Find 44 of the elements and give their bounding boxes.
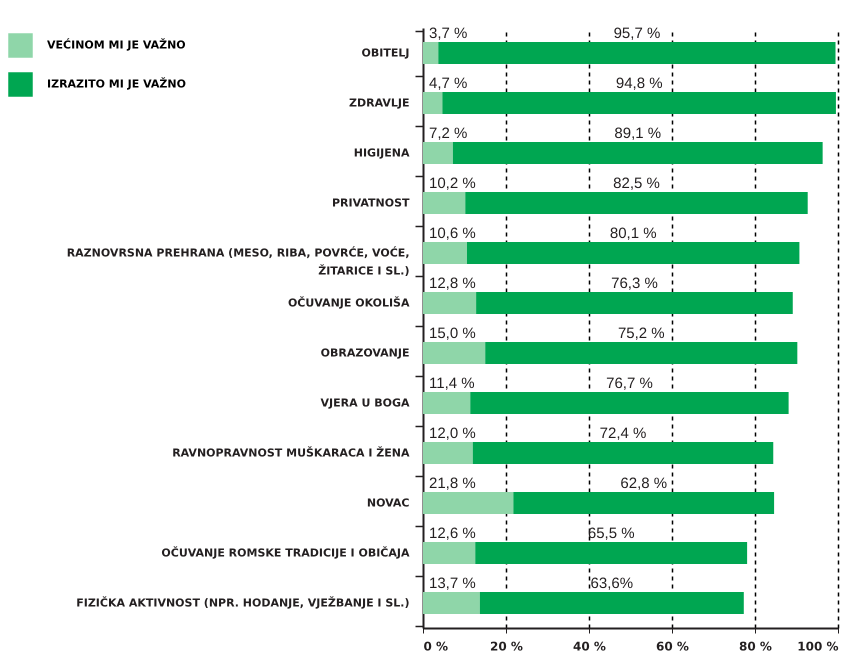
data-label: 72,4 %	[600, 425, 646, 442]
data-label: 89,1 %	[614, 125, 662, 142]
y-tick-label: OBRAZOVANJE	[320, 346, 410, 360]
data-label: 95,7 %	[614, 25, 660, 42]
data-label: 15,0 %	[429, 325, 476, 342]
y-tick-label: VJERA U BOGA	[320, 396, 410, 410]
x-tick-label: 0 %	[424, 640, 448, 654]
data-label: 12,6 %	[429, 525, 476, 542]
data-label: 76,3 %	[611, 275, 658, 292]
y-tick-label: HIGIJENA	[354, 146, 410, 160]
y-tick-label: PRIVATNOST	[332, 196, 410, 210]
data-label: 11,4 %	[429, 375, 475, 392]
data-label: 63,6%	[590, 575, 634, 592]
x-tick-label: 20 %	[490, 640, 523, 654]
y-tick-label: NOVAC	[366, 496, 410, 510]
y-tick-label: OBITELJ	[362, 46, 410, 60]
data-label: 82,5 %	[613, 175, 660, 192]
legend-label: IZRAZITO MI JE VAŽNO	[47, 76, 186, 90]
x-tick-label: 100 %	[797, 640, 838, 654]
data-label: 21,8 %	[429, 475, 476, 492]
y-tick-label: RAZNOVRSNA PREHRANA (MESO, RIBA, POVRĆE, VOĆE, ŽITARICE I SL.)	[66, 246, 410, 278]
data-label: 12,0 %	[429, 425, 476, 442]
data-label: 10,6 %	[429, 225, 476, 242]
data-label: 62,8 %	[620, 475, 668, 492]
data-label: 3,7 %	[429, 25, 468, 42]
data-label: 10,2 %	[429, 175, 476, 192]
data-label: 80,1 %	[610, 225, 657, 242]
y-tick-label: FIZIČKA AKTIVNOST (NPR. HODANJE, VJEŽBANJE I SL.)	[76, 596, 410, 610]
x-tick-label: 40 %	[573, 640, 606, 654]
y-tick-label: OČUVANJE ROMSKE TRADICIJE I OBIČAJA	[161, 546, 410, 560]
data-label: 12,8 %	[429, 275, 476, 292]
x-tick-label: 60 %	[656, 640, 689, 654]
data-label: 76,7 %	[606, 375, 653, 392]
data-label: 65,5 %	[588, 525, 635, 542]
data-label: 75,2 %	[618, 325, 665, 342]
x-tick-label: 80 %	[739, 640, 772, 654]
data-label: 4,7 %	[429, 75, 468, 92]
y-tick-label: RAVNOPRAVNOST MUŠKARACA I ŽENA	[172, 446, 410, 460]
data-label: 94,8 %	[616, 75, 663, 92]
y-tick-label: OČUVANJE OKOLIŠA	[288, 296, 410, 310]
legend-label: VEĆINOM MI JE VAŽNO	[47, 38, 186, 52]
y-tick-label: ZDRAVLJE	[349, 96, 410, 110]
data-label: 7,2 %	[429, 125, 468, 142]
data-label: 13,7 %	[429, 575, 476, 592]
